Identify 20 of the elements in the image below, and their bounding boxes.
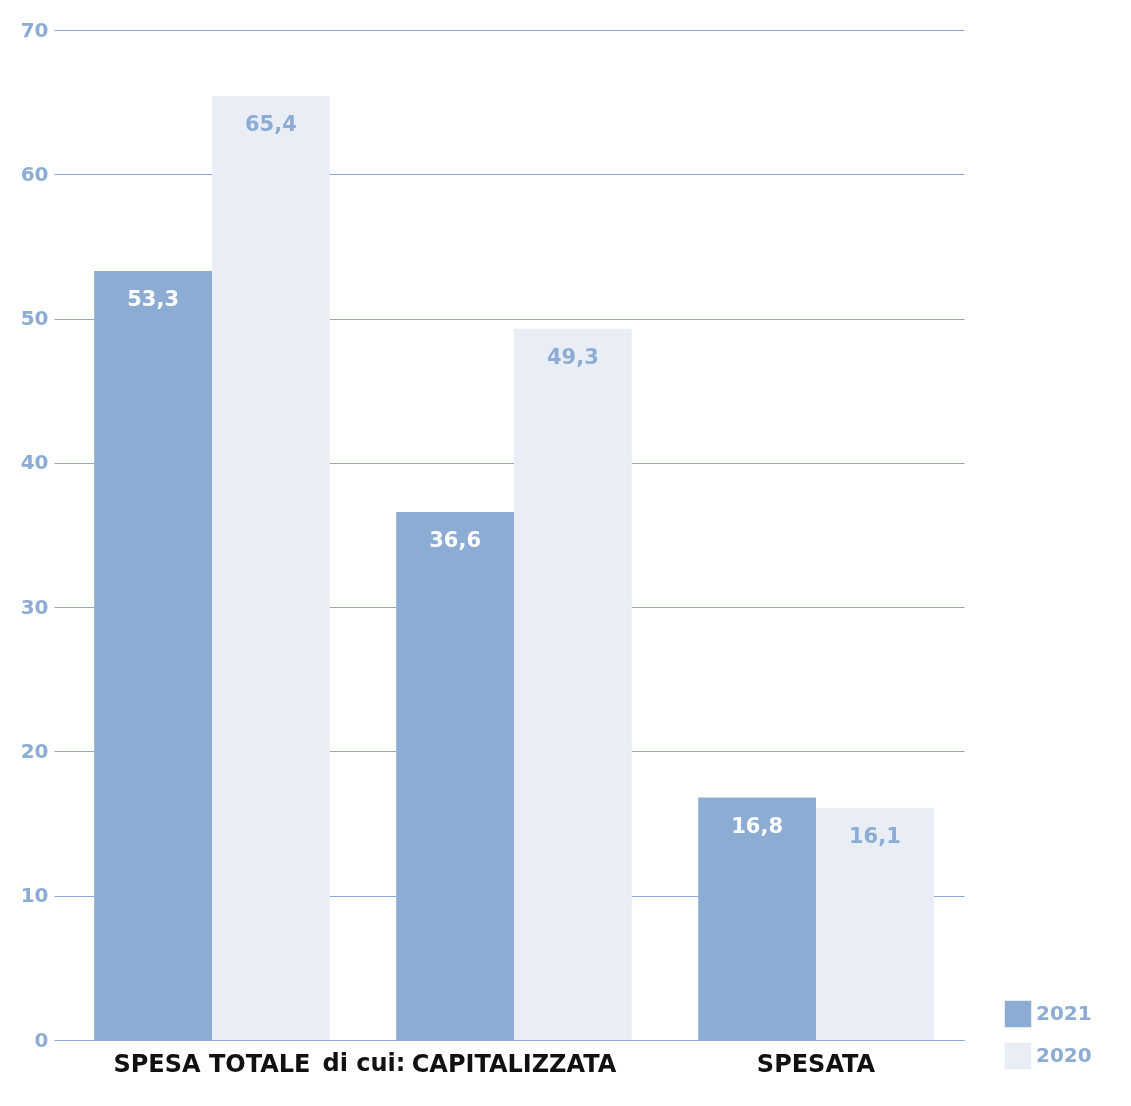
y-tick-label: 50	[20, 306, 49, 331]
y-tick-label: 70	[20, 17, 49, 42]
data-label: 53,3	[127, 286, 180, 311]
data-label: 36,6	[429, 527, 482, 552]
y-tick-label: 0	[34, 1027, 49, 1052]
y-tick-label: 40	[20, 450, 49, 475]
data-label: 16,1	[848, 823, 901, 848]
y-tick-label: 30	[20, 594, 49, 619]
data-label: 65,4	[244, 112, 297, 137]
text: di cui:	[322, 1049, 406, 1077]
x-tick-label: SPESATA	[756, 1049, 876, 1078]
legend-label: 2021	[1036, 1001, 1092, 1025]
x-tick-label: SPESA TOTALE	[113, 1049, 311, 1078]
legend-label: 2020	[1036, 1043, 1092, 1067]
y-tick-label: 60	[20, 161, 49, 186]
data-label: 49,3	[546, 344, 599, 369]
y-tick-label: 20	[20, 738, 49, 763]
x-tick-label: CAPITALIZZATA	[411, 1049, 617, 1078]
data-label: 16,8	[731, 813, 784, 838]
y-tick-label: 10	[20, 883, 49, 908]
